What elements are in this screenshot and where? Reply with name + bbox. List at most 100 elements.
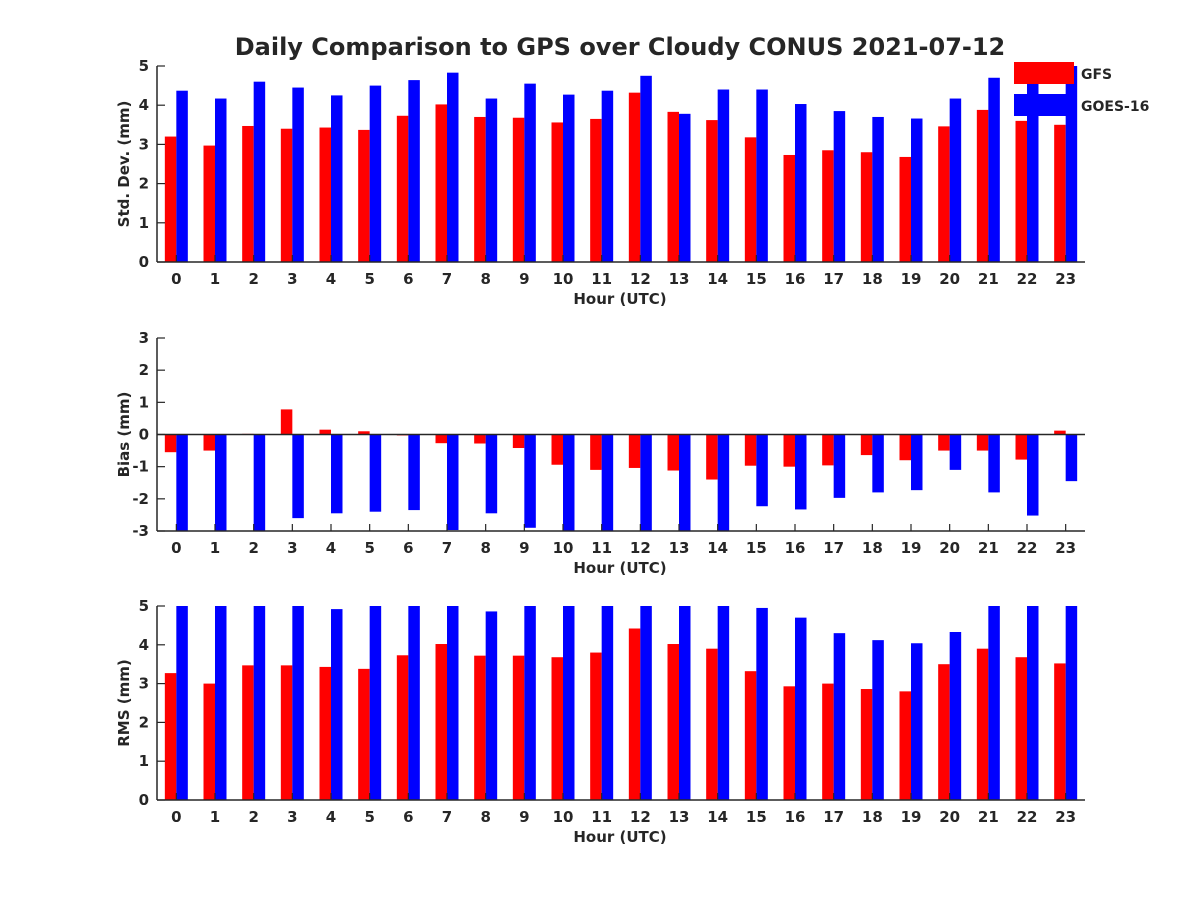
- bar-goes16-hour-21: [988, 77, 1000, 262]
- y-tick-label: 1: [139, 393, 149, 411]
- x-tick-label: 5: [364, 539, 374, 557]
- bar-goes16-hour-9: [524, 606, 536, 800]
- bar-gfs-hour-4: [319, 127, 331, 262]
- y-tick-label: 2: [139, 713, 149, 731]
- x-tick-label: 1: [210, 270, 220, 288]
- bar-gfs-hour-23: [1054, 663, 1066, 800]
- x-tick-label: 9: [519, 270, 529, 288]
- x-tick-label: 10: [553, 539, 574, 557]
- bar-gfs-hour-23: [1054, 124, 1066, 262]
- bar-gfs-hour-7: [435, 434, 447, 444]
- y-axis-label: RMS (mm): [115, 659, 133, 746]
- x-tick-label: 11: [591, 539, 612, 557]
- legend-label-goes16: GOES-16: [1081, 99, 1149, 115]
- x-tick-label: 20: [939, 270, 960, 288]
- bar-goes16-hour-8: [485, 98, 498, 262]
- x-tick-label: 16: [785, 270, 806, 288]
- x-tick-label: 12: [630, 270, 651, 288]
- x-tick-label: 13: [669, 808, 690, 826]
- x-tick-label: 8: [480, 808, 490, 826]
- x-tick-label: 22: [1017, 808, 1038, 826]
- x-axis-label: Hour (UTC): [573, 559, 666, 577]
- legend-swatch-gfs: [1014, 62, 1074, 84]
- bar-goes16-hour-10: [563, 606, 575, 800]
- bar-goes16-hour-11: [601, 434, 614, 531]
- x-tick-label: 4: [326, 539, 336, 557]
- y-tick-label: 5: [139, 57, 149, 75]
- x-tick-label: 2: [248, 539, 258, 557]
- bar-gfs-hour-4: [319, 429, 331, 435]
- bar-goes16-hour-6: [408, 606, 420, 800]
- x-tick-label: 16: [785, 539, 806, 557]
- x-axis-label: Hour (UTC): [573, 828, 666, 846]
- x-tick-label: 10: [553, 270, 574, 288]
- bar-gfs-hour-7: [435, 104, 447, 262]
- bar-gfs-hour-15: [744, 671, 757, 800]
- bar-gfs-hour-12: [628, 434, 641, 468]
- bar-gfs-hour-23: [1054, 430, 1066, 435]
- x-tick-label: 2: [248, 808, 258, 826]
- x-tick-label: 4: [326, 270, 336, 288]
- y-tick-label: 3: [139, 329, 149, 347]
- bar-goes16-hour-14: [717, 606, 730, 800]
- bar-goes16-hour-22: [1027, 434, 1039, 516]
- bar-goes16-hour-15: [756, 89, 768, 263]
- bar-gfs-hour-16: [783, 434, 795, 467]
- x-tick-label: 0: [171, 808, 181, 826]
- x-axis-label: Hour (UTC): [573, 290, 666, 308]
- x-tick-label: 13: [669, 539, 690, 557]
- bar-gfs-hour-14: [706, 434, 718, 480]
- x-tick-label: 13: [669, 270, 690, 288]
- bar-gfs-hour-22: [1015, 120, 1027, 262]
- bar-goes16-hour-6: [408, 80, 420, 262]
- x-tick-label: 11: [591, 270, 612, 288]
- bar-goes16-hour-23: [1065, 606, 1078, 800]
- bar-goes16-hour-10: [563, 94, 575, 263]
- bar-gfs-hour-22: [1015, 434, 1027, 460]
- x-tick-label: 20: [939, 808, 960, 826]
- y-tick-label: -3: [132, 522, 149, 540]
- y-axis-label: Std. Dev. (mm): [115, 101, 133, 228]
- x-tick-label: 7: [442, 539, 452, 557]
- y-tick-label: 4: [139, 96, 149, 114]
- bar-goes16-hour-4: [331, 95, 343, 263]
- x-tick-label: 18: [862, 270, 883, 288]
- bar-gfs-hour-12: [628, 628, 641, 800]
- bar-goes16-hour-7: [447, 72, 459, 262]
- x-tick-label: 9: [519, 808, 529, 826]
- bar-gfs-hour-16: [783, 686, 795, 800]
- bar-gfs-hour-14: [706, 120, 718, 262]
- x-tick-label: 8: [480, 270, 490, 288]
- x-tick-label: 5: [364, 808, 374, 826]
- bar-goes16-hour-16: [795, 434, 807, 510]
- bar-goes16-hour-13: [679, 606, 691, 800]
- x-tick-label: 19: [901, 539, 922, 557]
- bar-gfs-hour-10: [551, 657, 563, 800]
- y-tick-label: 5: [139, 597, 149, 615]
- x-tick-label: 23: [1055, 539, 1076, 557]
- x-tick-label: 6: [403, 539, 413, 557]
- bar-gfs-hour-21: [976, 434, 989, 451]
- bar-goes16-hour-7: [447, 434, 459, 531]
- bar-goes16-hour-7: [447, 606, 459, 800]
- bar-gfs-hour-1: [203, 434, 215, 451]
- y-tick-label: 4: [139, 636, 149, 654]
- bar-goes16-hour-16: [795, 104, 807, 263]
- bar-gfs-hour-2: [242, 125, 254, 262]
- bar-goes16-hour-20: [949, 434, 962, 470]
- x-tick-label: 12: [630, 539, 651, 557]
- bar-goes16-hour-1: [215, 98, 227, 262]
- x-tick-label: 6: [403, 270, 413, 288]
- legend-label-gfs: GFS: [1081, 67, 1112, 83]
- bar-goes16-hour-9: [524, 83, 536, 262]
- x-tick-label: 21: [978, 539, 999, 557]
- legend-swatch-goes16: [1014, 94, 1074, 116]
- x-tick-label: 14: [707, 539, 728, 557]
- bar-goes16-hour-3: [292, 87, 304, 262]
- bar-goes16-hour-14: [717, 434, 730, 531]
- bar-gfs-hour-1: [203, 683, 215, 800]
- bar-gfs-hour-2: [242, 665, 254, 800]
- y-tick-label: -2: [132, 490, 149, 508]
